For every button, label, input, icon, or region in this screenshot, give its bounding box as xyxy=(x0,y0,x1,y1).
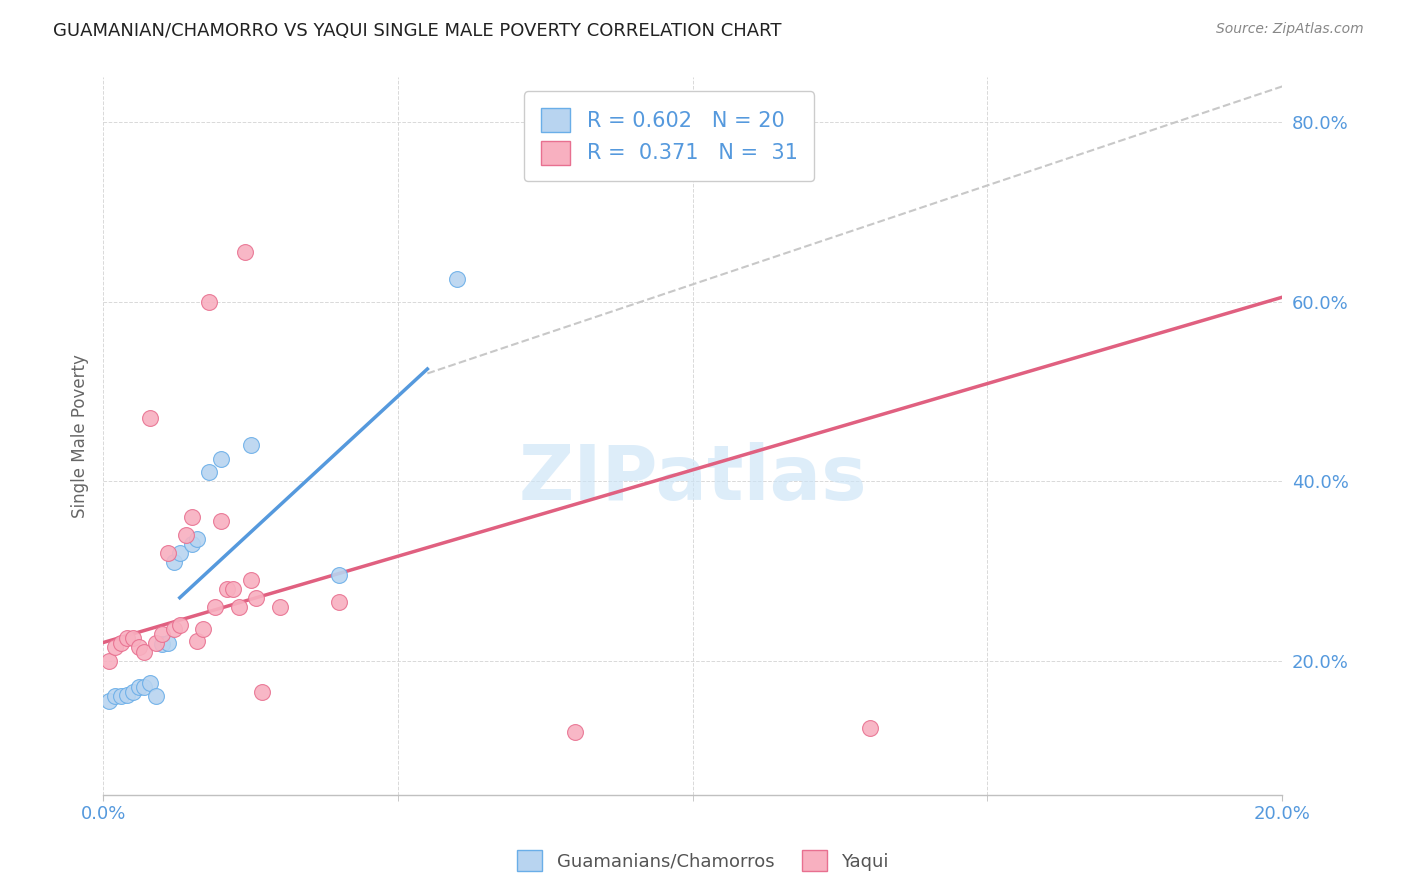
Point xyxy=(169,546,191,560)
Text: Source: ZipAtlas.com: Source: ZipAtlas.com xyxy=(1216,22,1364,37)
Point xyxy=(98,653,121,667)
Point xyxy=(134,644,156,658)
Point xyxy=(328,595,350,609)
Point xyxy=(139,676,162,690)
Point xyxy=(252,685,274,699)
Point xyxy=(110,690,132,704)
Point xyxy=(156,546,179,560)
Point xyxy=(209,515,232,529)
Point xyxy=(128,681,150,695)
Point xyxy=(198,465,221,479)
Point xyxy=(110,635,132,649)
Point xyxy=(233,245,256,260)
Text: GUAMANIAN/CHAMORRO VS YAQUI SINGLE MALE POVERTY CORRELATION CHART: GUAMANIAN/CHAMORRO VS YAQUI SINGLE MALE … xyxy=(53,22,782,40)
Point xyxy=(186,633,208,648)
Point xyxy=(145,690,167,704)
Point xyxy=(150,637,173,651)
Point xyxy=(163,622,186,636)
Point xyxy=(198,294,221,309)
Legend: Guamanians/Chamorros, Yaqui: Guamanians/Chamorros, Yaqui xyxy=(510,843,896,879)
Y-axis label: Single Male Poverty: Single Male Poverty xyxy=(72,354,89,518)
Point xyxy=(115,688,138,702)
Point xyxy=(104,640,127,654)
Text: ZIPatlas: ZIPatlas xyxy=(519,442,868,516)
Point xyxy=(115,631,138,645)
Point xyxy=(169,617,191,632)
Point xyxy=(228,599,250,614)
Point xyxy=(186,533,208,547)
Point xyxy=(222,582,245,596)
Point xyxy=(204,599,226,614)
Point xyxy=(156,635,179,649)
Point xyxy=(239,573,262,587)
Point xyxy=(328,568,350,582)
Point xyxy=(239,438,262,452)
Point xyxy=(121,685,143,699)
Point xyxy=(145,635,167,649)
Point xyxy=(564,725,586,739)
Point xyxy=(134,681,156,695)
Point xyxy=(209,451,232,466)
Point xyxy=(121,631,143,645)
Point xyxy=(446,272,468,286)
Point xyxy=(180,537,202,551)
Point xyxy=(98,694,121,708)
Point xyxy=(269,599,291,614)
Point xyxy=(163,555,186,569)
Point xyxy=(174,528,197,542)
Point xyxy=(180,510,202,524)
Point xyxy=(128,640,150,654)
Point xyxy=(858,721,880,735)
Point xyxy=(150,626,173,640)
Point xyxy=(245,591,267,605)
Point xyxy=(139,411,162,425)
Point xyxy=(193,622,215,636)
Legend: R = 0.602   N = 20, R =  0.371   N =  31: R = 0.602 N = 20, R = 0.371 N = 31 xyxy=(524,92,814,181)
Point xyxy=(215,582,238,596)
Point xyxy=(104,690,127,704)
